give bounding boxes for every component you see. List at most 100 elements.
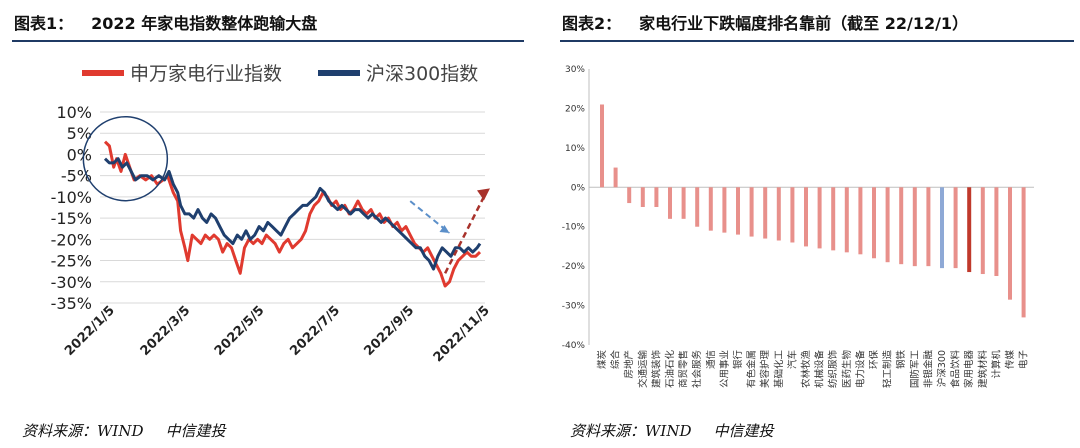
bar [817, 187, 822, 249]
category-label: 建筑装饰 [650, 350, 662, 388]
bar [831, 187, 836, 251]
bar [858, 187, 863, 255]
highlight-circle [82, 115, 169, 202]
source-note: 资料来源：WIND 中信建投 [22, 420, 226, 441]
bar [722, 187, 727, 233]
y-tick-label: 0% [67, 145, 92, 164]
y-tick-label: 30% [565, 65, 585, 75]
source-note: 资料来源：WIND 中信建投 [570, 420, 774, 441]
bar [654, 187, 659, 207]
bar [790, 187, 795, 243]
chart-title: 图表1： 2022 年家电指数整体跑输大盘 [14, 10, 317, 34]
bar [763, 187, 768, 239]
figure-label: 图表1： [14, 14, 74, 33]
category-label: 交通运输 [637, 350, 649, 389]
category-label: 医药生物 [841, 350, 853, 389]
y-tick-label: 0% [571, 183, 586, 193]
bar [912, 187, 917, 267]
category-label: 食品饮料 [950, 350, 962, 389]
category-label: 传媒 [1004, 350, 1016, 370]
x-tick-label: 2022/7/5 [287, 303, 343, 359]
category-label: 纺织服饰 [827, 350, 839, 388]
category-label: 电子 [1018, 350, 1030, 370]
y-tick-label: 10% [565, 144, 585, 154]
title-rule [560, 40, 1074, 42]
series-line-hs300 [103, 157, 482, 271]
chart-title: 图表2： 家电行业下跌幅度排名靠前（截至 22/12/1） [562, 10, 968, 34]
category-label: 商贸零售 [678, 350, 690, 388]
category-label: 非银金融 [922, 350, 934, 389]
category-label: 家用电器 [963, 350, 975, 389]
x-tick-label: 2022/5/5 [212, 303, 268, 359]
x-tick-label: 2022/3/5 [138, 303, 194, 359]
category-label: 沪深300 [936, 350, 948, 387]
x-tick-label: 2022/11/5 [431, 303, 493, 365]
y-tick-label: -30% [562, 302, 586, 312]
category-label: 农林牧渔 [800, 350, 812, 389]
y-tick-label: -10% [562, 223, 586, 233]
bar [1021, 187, 1026, 318]
y-tick-label: -5% [61, 167, 92, 186]
legend-label-sw: 申万家电行业指数 [130, 63, 282, 85]
bar [613, 167, 618, 188]
legend-label-hs300: 沪深300指数 [366, 63, 478, 85]
category-label: 有色金属 [746, 350, 758, 388]
category-label: 基础化工 [773, 350, 785, 389]
bar [967, 187, 972, 273]
y-tick-label: 5% [67, 124, 92, 143]
chart-panel-home-appliance-index: 图表1： 2022 年家电指数整体跑输大盘 10% 5% 0% -5% -10% -15% -… [0, 0, 530, 448]
bar [668, 187, 672, 219]
trend-arrowhead-down [439, 224, 450, 233]
y-tick-label: 10% [56, 103, 92, 122]
y-tick-label: -40% [562, 341, 586, 351]
bar [804, 187, 808, 247]
category-label: 环保 [868, 350, 880, 370]
bar [844, 187, 849, 253]
bar [994, 187, 999, 276]
bar-chart: 30%20%10%0%-10%-20%-30%-40% 煤炭 综合 房地产 交通运输建… [562, 65, 1034, 389]
y-tick-label: -10% [51, 188, 92, 207]
y-tick-label: -30% [51, 273, 92, 292]
bar [600, 104, 604, 188]
title-rule [12, 40, 524, 42]
bar [940, 187, 944, 269]
bar [872, 187, 876, 259]
bar [953, 187, 958, 269]
bar [926, 187, 931, 267]
category-label: 美容护理 [759, 350, 771, 389]
category-label: 综合 [610, 350, 622, 370]
bar [736, 187, 740, 235]
x-tick-label: 2022/9/5 [362, 303, 418, 359]
category-label: 电力设备 [854, 350, 866, 389]
y-tick-label: -35% [51, 294, 92, 313]
bar [749, 187, 754, 237]
bar [708, 187, 713, 231]
category-label: 汽车 [786, 350, 798, 369]
figure-title-text: 2022 年家电指数整体跑输大盘 [91, 14, 318, 33]
bar [1008, 187, 1012, 300]
source-org: 中信建投 [713, 422, 774, 440]
line-chart: 10% 5% 0% -5% -10% -15% -20% -25% -30% -35% 2022/… [51, 63, 493, 365]
category-label: 房地产 [623, 350, 635, 379]
bar [980, 187, 985, 275]
category-label: 银行 [732, 350, 744, 370]
bar [681, 187, 686, 219]
y-tick-label: 20% [565, 104, 585, 114]
category-label: 计算机 [990, 350, 1002, 379]
chart-panel-industry-decline-ranking: 图表2： 家电行业下跌幅度排名靠前（截至 22/12/1） 30% 20% 10% 0%… [548, 0, 1080, 448]
y-tick-label: -20% [51, 230, 92, 249]
y-tick-label: -25% [51, 252, 92, 271]
source-text: 资料来源：WIND [570, 422, 692, 440]
bar [899, 187, 904, 265]
y-tick-label: -20% [562, 262, 586, 272]
bar [695, 187, 700, 227]
trend-arrow-up [444, 192, 488, 274]
category-label: 社会服务 [691, 350, 703, 389]
category-label: 公用事业 [718, 350, 730, 388]
category-label: 石油石化 [664, 350, 676, 389]
figure-label: 图表2： [562, 14, 622, 33]
category-label: 钢铁 [895, 350, 907, 370]
bar [627, 187, 632, 204]
category-label: 建筑材料 [977, 350, 989, 389]
figure-title-text: 家电行业下跌幅度排名靠前（截至 22/12/1） [639, 14, 969, 33]
